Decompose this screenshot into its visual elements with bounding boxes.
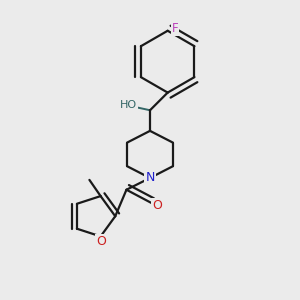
Text: O: O	[96, 235, 106, 248]
Text: HO: HO	[120, 100, 137, 110]
Text: F: F	[172, 22, 178, 35]
Text: N: N	[145, 172, 155, 184]
Text: O: O	[152, 200, 162, 212]
